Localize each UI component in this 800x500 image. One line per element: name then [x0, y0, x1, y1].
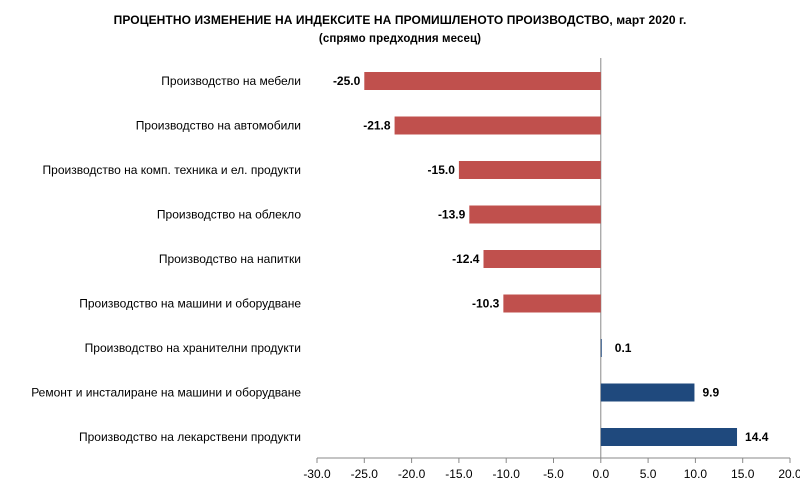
bar	[469, 205, 601, 224]
chart-title: ПРОЦЕНТНО ИЗМЕНЕНИЕ НА ИНДЕКСИТЕ НА ПРОМ…	[113, 13, 687, 27]
category-label: Производство на напитки	[159, 252, 301, 266]
category-label: Производство на комп. техника и ел. прод…	[43, 163, 301, 177]
bar	[600, 339, 602, 357]
data-label: -25.0	[333, 74, 361, 88]
category-label: Производство на мебели	[161, 74, 301, 88]
category-label: Производство на облекло	[157, 208, 301, 222]
x-tick-label: -25.0	[351, 467, 379, 481]
data-label: -12.4	[452, 252, 480, 266]
category-label: Производство на машини и оборудване	[79, 297, 301, 311]
category-label: Производство на лекарствени продукти	[79, 430, 301, 444]
x-tick-label: -15.0	[445, 467, 473, 481]
chart-subtitle: (спрямо предходния месец)	[318, 33, 482, 45]
bar	[394, 116, 601, 135]
category-label: Производство на автомобили	[136, 119, 301, 133]
data-label: -13.9	[438, 208, 466, 222]
data-label: 14.4	[745, 430, 769, 444]
x-tick-label: -10.0	[493, 467, 521, 481]
bar	[364, 72, 601, 90]
x-tick-label: 15.0	[731, 467, 755, 481]
x-tick-label: 0.0	[592, 467, 609, 481]
data-label: 0.1	[615, 341, 632, 355]
x-tick-label: -20.0	[398, 467, 426, 481]
x-tick-label: -5.0	[543, 467, 564, 481]
bar	[483, 250, 601, 268]
bar	[458, 161, 601, 179]
bar	[600, 383, 695, 402]
x-tick-label: 20.0	[778, 467, 800, 481]
data-label: -10.3	[472, 297, 500, 311]
category-label: Ремонт и инсталиране на машини и оборудв…	[31, 386, 301, 400]
bar	[503, 294, 601, 313]
data-label: 9.9	[702, 386, 719, 400]
bar	[600, 428, 738, 446]
x-tick-label: 5.0	[640, 467, 657, 481]
category-label: Производство на хранителни продукти	[85, 341, 301, 355]
data-label: -21.8	[363, 119, 391, 133]
data-label: -15.0	[428, 163, 456, 177]
x-tick-label: 10.0	[684, 467, 708, 481]
x-tick-label: -30.0	[303, 467, 331, 481]
